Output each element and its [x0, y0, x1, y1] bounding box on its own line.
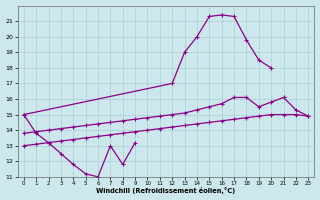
X-axis label: Windchill (Refroidissement éolien,°C): Windchill (Refroidissement éolien,°C): [96, 187, 236, 194]
